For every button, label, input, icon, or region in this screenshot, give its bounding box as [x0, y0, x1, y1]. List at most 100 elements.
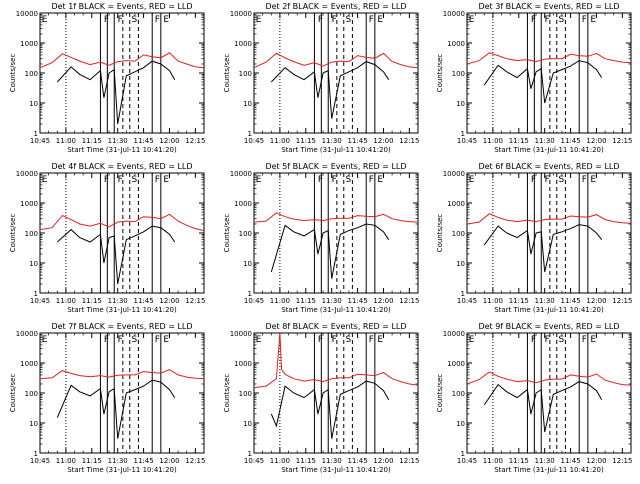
y-tick-label: 10000 — [230, 10, 252, 18]
x-tick-label: 10:45 — [457, 137, 477, 145]
marker-letter: F — [582, 175, 587, 185]
x-tick-label: 10:45 — [244, 457, 264, 465]
y-tick-label: 10000 — [230, 170, 252, 178]
x-tick-label: 11:30 — [322, 137, 342, 145]
panel-title: Det 2f BLACK = Events, RED = LLD — [265, 2, 406, 11]
y-axis-label: Counts/sec — [436, 214, 444, 253]
y-tick-label: 10000 — [230, 330, 252, 338]
marker-letter: E — [469, 15, 475, 25]
marker-letter: F — [582, 15, 587, 25]
marker-letter: F — [369, 175, 374, 185]
x-tick-label: 12:00 — [586, 297, 606, 305]
marker-letter: F — [545, 175, 550, 185]
marker-letter: F — [582, 335, 587, 345]
x-tick-label: 11:15 — [82, 457, 102, 465]
marker-letter: F — [155, 175, 160, 185]
panel-det-4f: Det 4f BLACK = Events, RED = LLD 1 10 100 10… — [9, 162, 205, 314]
plot-frame — [466, 12, 632, 134]
series-group — [40, 213, 204, 285]
marker-letter: F — [332, 335, 337, 345]
marker-letter: F — [545, 335, 550, 345]
x-tick-label: 12:00 — [586, 137, 606, 145]
x-tick-label: 11:00 — [270, 457, 290, 465]
y-tick-label: 1000 — [234, 200, 252, 208]
panel-title: Det 9f BLACK = Events, RED = LLD — [478, 322, 619, 331]
y-tick-label: 100 — [239, 390, 252, 398]
events-series-line — [56, 379, 176, 439]
marker-letter: E — [590, 175, 596, 185]
x-tick-label: 12:00 — [373, 297, 393, 305]
marker-letter: E — [163, 15, 169, 25]
panel-title: Det 5f BLACK = Events, RED = LLD — [265, 162, 406, 171]
y-tick-label: 10 — [243, 260, 252, 268]
lld-series-line — [254, 333, 418, 389]
marker-letter: E — [163, 175, 169, 185]
panel-det-3f: Det 3f BLACK = Events, RED = LLD 1 10 100 10… — [436, 2, 632, 154]
marker-letter: F — [104, 15, 109, 25]
marker-letter: F — [318, 335, 323, 345]
marker-letter: F — [369, 15, 374, 25]
lld-series-line — [467, 213, 631, 225]
marker-letter: F — [118, 175, 123, 185]
x-tick-label: 10:45 — [244, 297, 264, 305]
x-tick-label: 11:45 — [133, 457, 153, 465]
y-tick-label: 10 — [29, 100, 38, 108]
events-series-line — [270, 223, 390, 279]
lld-series-line — [40, 213, 204, 232]
lld-series-line — [254, 212, 418, 223]
x-tick-label: 12:00 — [159, 137, 179, 145]
panel-title: Det 1f BLACK = Events, RED = LLD — [51, 2, 192, 11]
x-tick-label: 11:15 — [82, 137, 102, 145]
series-group — [467, 213, 631, 273]
x-tick-label: 11:15 — [82, 297, 102, 305]
y-tick-label: 10 — [243, 420, 252, 428]
y-tick-label: 1 — [34, 290, 38, 298]
y-axis-label: Counts/sec — [9, 374, 17, 413]
panel-title: Det 3f BLACK = Events, RED = LLD — [478, 2, 619, 11]
x-tick-label: 12:15 — [399, 137, 419, 145]
x-tick-label: 11:45 — [347, 297, 367, 305]
x-tick-label: 10:45 — [244, 137, 264, 145]
x-tick-label: 11:30 — [535, 297, 555, 305]
lld-series-line — [467, 371, 631, 386]
y-tick-label: 100 — [25, 230, 38, 238]
y-axis-label: Counts/sec — [9, 214, 17, 253]
marker-letter: F — [318, 175, 323, 185]
y-tick-label: 10 — [456, 260, 465, 268]
events-series-line — [56, 225, 176, 285]
events-series-line — [270, 380, 390, 439]
marker-letter: E — [590, 335, 596, 345]
x-tick-label: 11:30 — [108, 137, 128, 145]
panel-title: Det 8f BLACK = Events, RED = LLD — [265, 322, 406, 331]
marker-letter: F — [155, 335, 160, 345]
panel-det-1f: Det 1f BLACK = Events, RED = LLD 1 10 100 10… — [9, 2, 205, 154]
series-group — [467, 371, 631, 433]
y-axis-label: Counts/sec — [9, 54, 17, 93]
events-series-line — [270, 61, 390, 119]
x-tick-label: 11:45 — [560, 457, 580, 465]
y-tick-label: 1 — [461, 450, 465, 458]
marker-letter: E — [469, 175, 475, 185]
x-tick-label: 12:15 — [399, 457, 419, 465]
x-axis-label: Start Time (31-Jul-11 10:41:20) — [67, 466, 177, 474]
marker-letter: F — [369, 335, 374, 345]
x-tick-label: 10:45 — [457, 297, 477, 305]
marker-letter: F — [118, 15, 123, 25]
plot-frame — [253, 12, 419, 134]
y-tick-label: 10 — [456, 420, 465, 428]
y-tick-label: 1000 — [447, 360, 465, 368]
marker-letter: E — [256, 15, 262, 25]
x-tick-label: 12:00 — [159, 297, 179, 305]
y-tick-label: 1000 — [234, 360, 252, 368]
x-tick-label: 12:00 — [586, 457, 606, 465]
x-tick-label: 11:15 — [509, 457, 529, 465]
x-tick-label: 12:15 — [185, 457, 205, 465]
y-tick-label: 10000 — [443, 170, 465, 178]
x-tick-label: 12:15 — [185, 297, 205, 305]
events-series-line — [483, 60, 603, 104]
marker-letter: S — [131, 335, 137, 345]
x-tick-label: 11:00 — [270, 297, 290, 305]
y-axis-label: Counts/sec — [223, 54, 231, 93]
y-tick-label: 1000 — [20, 360, 38, 368]
